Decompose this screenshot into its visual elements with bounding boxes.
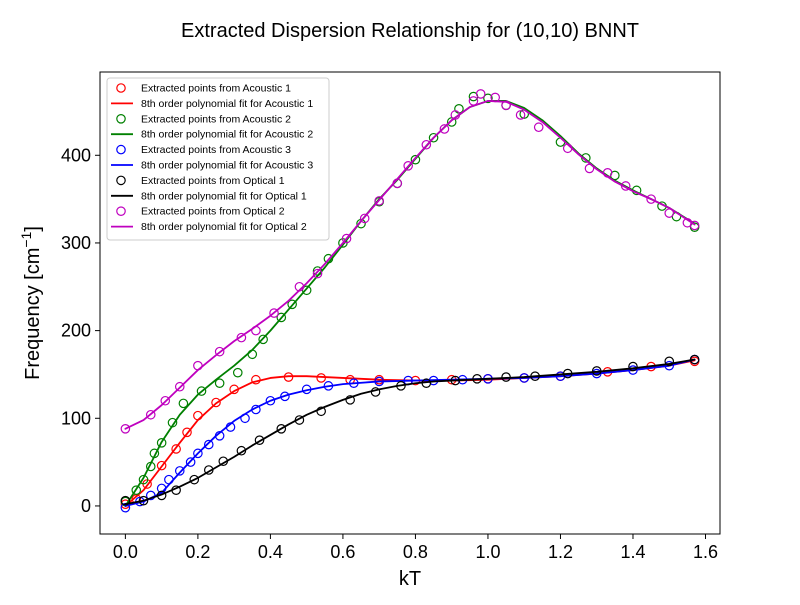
y-axis-label: Frequency [cm−1]: [18, 226, 44, 380]
legend-label-fit-acoustic-1: 8th order polynomial fit for Acoustic 1: [141, 98, 313, 110]
data-point-optical-1: [254, 435, 265, 445]
data-point-acoustic-2: [232, 367, 243, 378]
legend: Extracted points from Acoustic 1 8th orde…: [106, 77, 330, 241]
data-point-optical-1: [345, 395, 355, 405]
data-point-acoustic-2: [138, 474, 149, 485]
data-point-optical-1: [628, 361, 638, 372]
x-tick-label: 1.6: [693, 542, 718, 562]
series-optical-1: [120, 354, 700, 506]
data-point-acoustic-2: [214, 378, 225, 389]
data-point-acoustic-2: [410, 154, 421, 165]
data-point-optical-2: [439, 124, 450, 134]
data-point-optical-2: [403, 161, 413, 171]
data-point-optical-1: [316, 406, 326, 417]
data-point-acoustic-2: [276, 312, 287, 323]
data-point-acoustic-2: [156, 438, 167, 448]
fit-line-optical-1: [124, 358, 696, 506]
data-point-acoustic-1: [156, 460, 167, 471]
data-point-acoustic-2: [196, 386, 207, 396]
legend-label-points-acoustic-1: Extracted points from Acoustic 1: [141, 83, 291, 95]
data-point-optical-2: [120, 423, 131, 434]
fit-line-optical-2: [124, 100, 696, 430]
legend-label-points-acoustic-3: Extracted points from Acoustic 3: [141, 144, 291, 156]
data-point-optical-2: [145, 409, 156, 420]
legend-marker-acoustic-3: [116, 144, 126, 155]
data-point-acoustic-3: [193, 448, 203, 459]
x-tick-label: 0.4: [258, 542, 283, 562]
series-acoustic-3: [120, 354, 700, 513]
data-point-optical-2: [533, 122, 544, 133]
y-tick-label: 0: [81, 496, 91, 516]
data-point-acoustic-2: [483, 93, 493, 104]
data-point-acoustic-2: [178, 398, 189, 409]
data-point-acoustic-2: [131, 485, 142, 495]
data-point-acoustic-2: [428, 132, 439, 143]
series-optical-2: [120, 89, 700, 434]
data-point-acoustic-1: [211, 397, 221, 408]
data-point-optical-2: [160, 395, 171, 406]
legend-label-points-optical-2: Extracted points from Optical 2: [141, 206, 285, 218]
data-point-optical-2: [374, 196, 384, 206]
x-tick-label: 0.8: [403, 542, 428, 562]
x-tick-label: 0.0: [113, 542, 138, 562]
y-tick-label: 200: [61, 321, 91, 341]
y-axis-label-superscript: −1: [18, 231, 34, 247]
legend-label-fit-optical-1: 8th order polynomial fit for Optical 1: [141, 190, 307, 202]
legend-label-points-optical-1: Extracted points from Optical 1: [141, 175, 285, 187]
data-point-optical-2: [236, 332, 247, 343]
data-point-optical-2: [421, 139, 432, 150]
data-point-acoustic-1: [182, 427, 192, 438]
legend-marker-acoustic-2: [116, 114, 126, 124]
legend-marker-optical-2: [116, 206, 126, 216]
legend-label-fit-acoustic-3: 8th order polynomial fit for Acoustic 3: [141, 160, 313, 172]
data-point-optical-2: [269, 308, 279, 318]
plot-frame: [99, 71, 721, 535]
x-tick-label: 0.2: [185, 542, 210, 562]
data-point-acoustic-3: [203, 439, 214, 450]
y-tick-label: 100: [61, 408, 91, 428]
y-axis-label-main: Frequency [cm: [22, 248, 44, 380]
data-point-acoustic-3: [185, 457, 196, 467]
y-axis-label-end: ]: [22, 226, 44, 232]
legend-label-fit-acoustic-2: 8th order polynomial fit for Acoustic 2: [141, 129, 313, 141]
legend-label-points-acoustic-2: Extracted points from Acoustic 2: [141, 113, 291, 125]
data-point-optical-1: [189, 474, 200, 485]
x-tick-label: 1.2: [548, 542, 573, 562]
data-point-optical-2: [174, 381, 185, 392]
x-axis-label: kT: [399, 568, 421, 590]
x-tick-label: 1.4: [620, 542, 645, 562]
data-point-optical-2: [214, 346, 225, 357]
data-point-optical-1: [664, 356, 675, 367]
data-point-optical-2: [515, 110, 526, 120]
legend-marker-acoustic-1: [116, 83, 126, 93]
legend-marker-optical-1: [116, 175, 126, 186]
data-point-acoustic-3: [265, 395, 276, 406]
data-point-acoustic-3: [174, 466, 185, 476]
legend-box: [106, 77, 330, 241]
x-tick-label: 1.0: [475, 542, 500, 562]
y-tick-label: 300: [61, 233, 91, 253]
data-point-acoustic-2: [287, 299, 297, 310]
data-point-acoustic-2: [258, 334, 268, 345]
data-point-optical-2: [689, 220, 700, 231]
data-point-optical-2: [475, 89, 486, 99]
data-point-optical-1: [276, 423, 287, 434]
data-point-optical-2: [646, 194, 656, 204]
data-point-optical-2: [359, 213, 370, 224]
y-tick-label: 400: [61, 145, 91, 165]
fit-line-acoustic-3: [124, 358, 696, 507]
data-point-acoustic-1: [171, 444, 181, 454]
x-tick-label: 0.6: [330, 542, 355, 562]
data-point-optical-2: [312, 268, 323, 279]
chart-title: Extracted Dispersion Relationship for (1…: [181, 20, 639, 42]
legend-label-fit-optical-2: 8th order polynomial fit for Optical 2: [141, 221, 307, 233]
data-point-optical-2: [341, 233, 352, 244]
data-point-optical-1: [236, 445, 247, 456]
